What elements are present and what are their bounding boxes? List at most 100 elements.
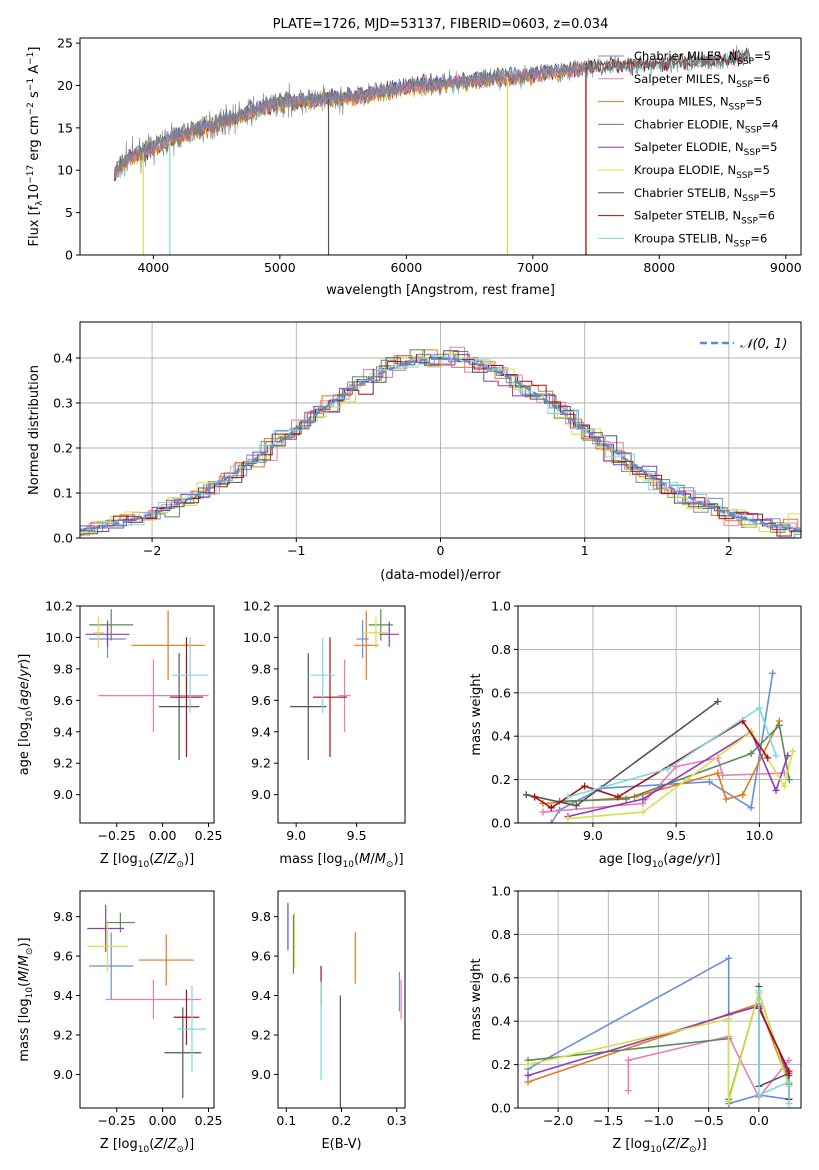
weight-point: [531, 793, 539, 801]
weight-point: [764, 754, 772, 762]
weight-point: [784, 752, 792, 760]
label-part: /: [676, 1137, 681, 1152]
label-part: /: [17, 966, 32, 971]
legend-entry-3: Chabrier ELODIE, NSSP=4: [634, 117, 779, 135]
x-tick-label: 9000: [770, 260, 802, 275]
label-part: Kroupa STELIB, N: [634, 231, 734, 245]
plot-area: [522, 669, 797, 823]
axes-frame: [79, 37, 802, 256]
x-tick-label: 4000: [137, 260, 169, 275]
residual-y-label: Normed distribution: [27, 365, 42, 495]
x-tick-label: −2: [143, 543, 161, 558]
y-tick-label: 1.0: [491, 884, 511, 899]
mass-vs-metallicity: −0.25 0.00 0.25 9.0 9.2 9.4 9.6 9.8: [53, 890, 222, 1128]
model-spectrum-kroupa-elodie: [113, 71, 508, 179]
weight-point: [524, 1071, 532, 1079]
weight-point: [785, 1078, 793, 1086]
weight-point: [747, 750, 755, 758]
legend-entry-7: Salpeter STELIB, NSSP=6: [634, 209, 775, 227]
axes-frame: [79, 890, 215, 1109]
label-part: −2: [26, 102, 36, 115]
weight-point: [755, 1091, 763, 1099]
label-part: )]: [710, 852, 720, 867]
weight-line-salpeter-stelib: [758, 1007, 790, 1100]
y-tick-label: 0.6: [491, 685, 511, 700]
weight-point: [789, 747, 797, 755]
mass-weight-vs-metallicity-y-label: mass weight: [469, 958, 484, 1040]
label-part: Z: [153, 852, 164, 867]
y-tick-label: 0.2: [53, 441, 73, 456]
label-part: =5: [745, 95, 762, 109]
x-tick-label: 6000: [390, 260, 422, 275]
label-part: ⊙: [386, 860, 394, 870]
plot-area: [87, 904, 207, 1099]
label-part: age [log: [17, 722, 32, 775]
weight-point: [722, 795, 730, 803]
x-tick-label: 0.25: [195, 828, 223, 843]
label-part: Salpeter ELODIE, N: [634, 140, 744, 154]
residual-histogram-chabrier-stelib: [80, 350, 801, 536]
label-part: =5: [753, 163, 770, 177]
label-part: Kroupa ELODIE, N: [634, 163, 736, 177]
label-part: )]: [17, 654, 32, 664]
y-tick-label: 0.0: [491, 816, 511, 831]
label-part: )]: [697, 1137, 707, 1152]
x-tick-label: 7000: [517, 260, 549, 275]
weight-point: [672, 763, 680, 771]
age-vs-mass: 9.0 9.5 9.0 9.2 9.4 9.6 9.8 10.0 10.2: [243, 599, 406, 843]
x-tick-label: 5000: [264, 260, 296, 275]
label-part: (: [17, 982, 32, 987]
weight-point: [664, 765, 672, 773]
label-part: Chabrier STELIB, N: [634, 186, 742, 200]
y-tick-label: 15: [57, 120, 73, 135]
observed-spectrum: [113, 45, 751, 182]
label-part: Chabrier ELODIE, N: [634, 117, 745, 131]
label-part: /: [17, 676, 32, 681]
axes-frame: [79, 605, 215, 824]
label-part: Flux [f: [27, 205, 42, 246]
legend-entry-4: Salpeter ELODIE, NSSP=5: [634, 140, 777, 158]
legend-entry-0: Chabrier MILES, NSSP=5: [634, 49, 771, 67]
weight-point: [719, 771, 727, 779]
label-part: Z [log: [612, 1137, 650, 1152]
weight-point: [714, 697, 722, 705]
y-tick-label: 9.8: [53, 909, 73, 924]
y-tick-label: 9.2: [251, 1028, 271, 1043]
label-part: A: [27, 65, 42, 78]
x-tick-label: −1.0: [643, 1113, 673, 1128]
x-tick-label: 8000: [643, 260, 675, 275]
y-tick-label: 0.0: [53, 531, 73, 546]
label-part: 10: [27, 184, 42, 201]
label-part: SSP: [737, 57, 754, 67]
label-part: M: [17, 955, 32, 966]
residual-axes: −2 −1 0 1 2 0.0 0.1 0.2 0.3 0.4: [53, 321, 802, 558]
y-tick-label: 10.0: [243, 630, 271, 645]
label-part: Z: [167, 1137, 178, 1152]
weight-point: [547, 819, 555, 823]
label-part: λ: [35, 200, 45, 206]
label-part: (: [149, 1137, 154, 1152]
label-part: 10: [652, 860, 664, 870]
y-tick-label: 9.8: [251, 661, 271, 676]
y-tick-label: 10.2: [243, 599, 271, 614]
weight-point: [755, 704, 763, 712]
label-part: SSP: [729, 103, 746, 113]
y-tick-label: 0: [65, 248, 73, 263]
weight-point: [639, 808, 647, 816]
figure-title: PLATE=1726, MJD=53137, FIBERID=0603, z=0…: [273, 17, 609, 32]
label-part: SSP: [734, 239, 751, 249]
label-part: =5: [761, 140, 778, 154]
y-tick-label: 9.6: [251, 693, 271, 708]
weight-point: [725, 954, 733, 962]
weight-point: [581, 782, 589, 790]
label-part: 10: [138, 1145, 150, 1155]
weight-point: [772, 786, 780, 794]
x-tick-label: 9.5: [666, 828, 686, 843]
label-part: =6: [758, 209, 775, 223]
label-part: Salpeter STELIB, N: [634, 209, 741, 223]
x-tick-label: 0.3: [387, 1113, 407, 1128]
weight-point: [714, 769, 722, 777]
label-part: SSP: [742, 194, 759, 204]
weight-point: [769, 669, 777, 677]
normal-distribution-curve: [80, 357, 801, 532]
